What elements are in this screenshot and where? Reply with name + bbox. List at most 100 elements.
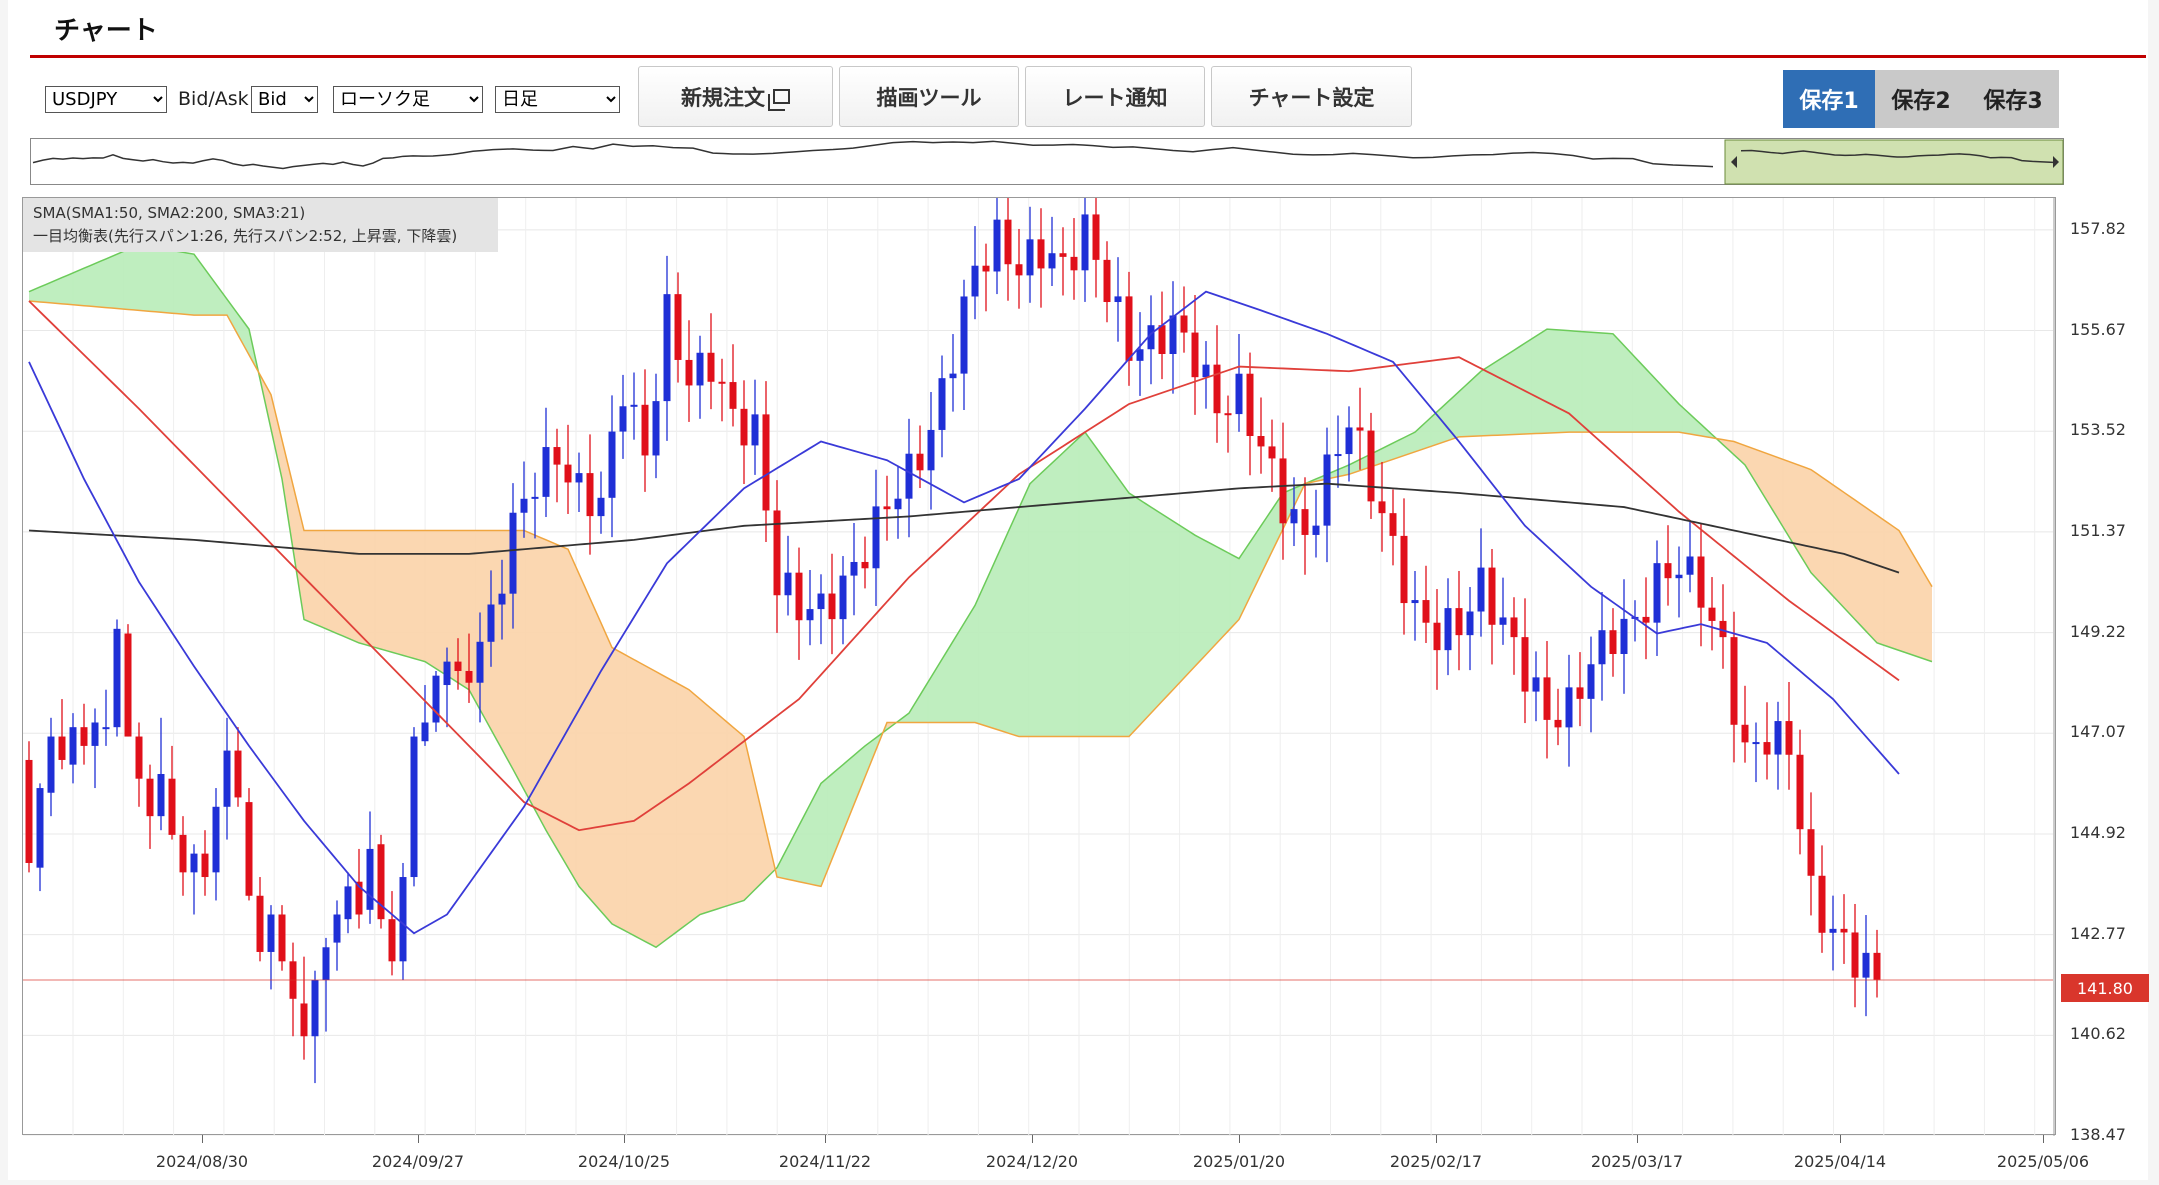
bear-candle (1180, 315, 1188, 333)
sma-line-sma150 (28, 300, 1900, 832)
navigator-left-handle-icon[interactable] (1731, 156, 1737, 168)
y-tick-label: 142.77 (2070, 923, 2126, 943)
bull-candle (960, 296, 968, 374)
chart-settings-button[interactable]: チャート設定 (1211, 66, 1412, 127)
x-tick-mark (825, 1135, 826, 1143)
chart-settings-label: チャート設定 (1248, 85, 1375, 110)
bull-candle (1532, 677, 1540, 692)
x-tick-mark (1637, 1135, 1638, 1143)
range-navigator[interactable] (30, 138, 2064, 185)
x-tick-label: 2024/10/25 (577, 1152, 671, 1171)
x-tick-mark (624, 1135, 625, 1143)
bear-candle (1741, 724, 1749, 743)
bull-candle (663, 294, 671, 402)
bull-candle (1169, 315, 1177, 354)
bull-candle (1081, 214, 1089, 271)
y-tick-label: 144.92 (2070, 822, 2126, 842)
chart-type-select[interactable]: ローソク足 (333, 86, 483, 113)
bear-candle (25, 759, 33, 863)
bear-candle (388, 919, 396, 962)
bear-candle (146, 778, 154, 817)
rate-alert-button[interactable]: レート通知 (1025, 66, 1205, 127)
bear-candle (124, 633, 132, 737)
symbol-select[interactable]: USDJPY (45, 86, 167, 113)
bull-candle (102, 727, 110, 730)
candlestick-chart-svg (23, 198, 2055, 1136)
bear-candle (916, 453, 924, 471)
rate-alert-label: レート通知 (1062, 85, 1168, 110)
draw-tools-label: 描画ツール (876, 85, 982, 110)
bull-candle (520, 498, 528, 513)
bull-candle (366, 848, 374, 910)
bull-candle (69, 727, 77, 765)
y-tick-label: 140.62 (2070, 1024, 2126, 1044)
bear-candle (1389, 513, 1397, 536)
bull-candle (1587, 664, 1595, 699)
bid-ask-select[interactable]: Bid (251, 86, 318, 113)
bull-candle (1290, 509, 1298, 524)
bull-candle (36, 788, 44, 868)
bear-candle (674, 294, 682, 360)
bear-candle (1092, 214, 1100, 260)
bear-candle (1521, 637, 1529, 692)
bear-candle (1664, 563, 1672, 579)
bull-candle (1026, 239, 1034, 276)
x-tick-label: 2025/01/20 (1192, 1152, 1286, 1171)
bull-candle (1565, 687, 1573, 728)
bull-candle (1686, 556, 1694, 575)
bear-candle (1015, 264, 1023, 276)
bull-candle (1312, 525, 1320, 535)
bear-candle (795, 572, 803, 621)
bear-candle (1037, 239, 1045, 269)
bull-candle (91, 722, 99, 746)
save-1-label: 保存1 (1799, 89, 1859, 114)
new-order-button[interactable]: 新規注文 (638, 66, 833, 127)
bear-candle (1455, 608, 1463, 636)
save-layout-group: 保存1 保存2 保存3 (1783, 70, 2059, 128)
bear-candle (1103, 259, 1111, 303)
bull-candle (1147, 325, 1155, 350)
bull-candle (1620, 618, 1628, 654)
bear-candle (564, 464, 572, 483)
bear-candle (1719, 620, 1727, 638)
bull-candle (311, 980, 319, 1037)
x-tick-mark (1436, 1135, 1437, 1143)
x-tick-label: 2024/12/20 (985, 1152, 1079, 1171)
bull-candle (47, 736, 55, 793)
indicator-legend: SMA(SMA1:50, SMA2:200, SMA3:21) 一目均衡表(先行… (23, 198, 498, 252)
main-chart[interactable]: SMA(SMA1:50, SMA2:200, SMA3:21) 一目均衡表(先行… (22, 197, 2056, 1136)
bull-candle (1323, 454, 1331, 526)
ichimoku-cloud-up (29, 244, 260, 380)
bear-candle (1543, 677, 1551, 720)
bull-candle (938, 378, 946, 430)
bear-candle (1642, 616, 1650, 623)
bear-candle (1818, 875, 1826, 933)
bear-candle (278, 914, 286, 962)
bear-candle (685, 359, 693, 386)
save-1-button[interactable]: 保存1 (1783, 70, 1875, 128)
bull-candle (894, 498, 902, 510)
navigator-svg (32, 139, 2064, 185)
save-3-label: 保存3 (1983, 89, 2043, 114)
bull-candle (157, 774, 165, 817)
bear-candle (355, 881, 363, 915)
y-tick-label: 153.52 (2070, 420, 2126, 440)
bull-candle (1774, 721, 1782, 755)
bull-candle (531, 496, 539, 499)
draw-tools-button[interactable]: 描画ツール (839, 66, 1019, 127)
bull-candle (487, 604, 495, 642)
timeframe-select[interactable]: 日足 (495, 86, 620, 113)
bull-candle (817, 593, 825, 610)
bull-candle (1334, 454, 1342, 457)
bear-candle (465, 670, 473, 683)
bear-candle (729, 382, 737, 409)
bear-candle (1488, 567, 1496, 625)
navigator-right-handle-icon[interactable] (2053, 156, 2059, 168)
navigator-window[interactable] (1724, 139, 2064, 185)
save-2-button[interactable]: 保存2 (1875, 70, 1967, 128)
x-tick-mark (202, 1135, 203, 1143)
bull-candle (1235, 373, 1243, 415)
bear-candle (740, 408, 748, 446)
save-3-button[interactable]: 保存3 (1967, 70, 2059, 128)
bear-candle (1510, 617, 1518, 638)
